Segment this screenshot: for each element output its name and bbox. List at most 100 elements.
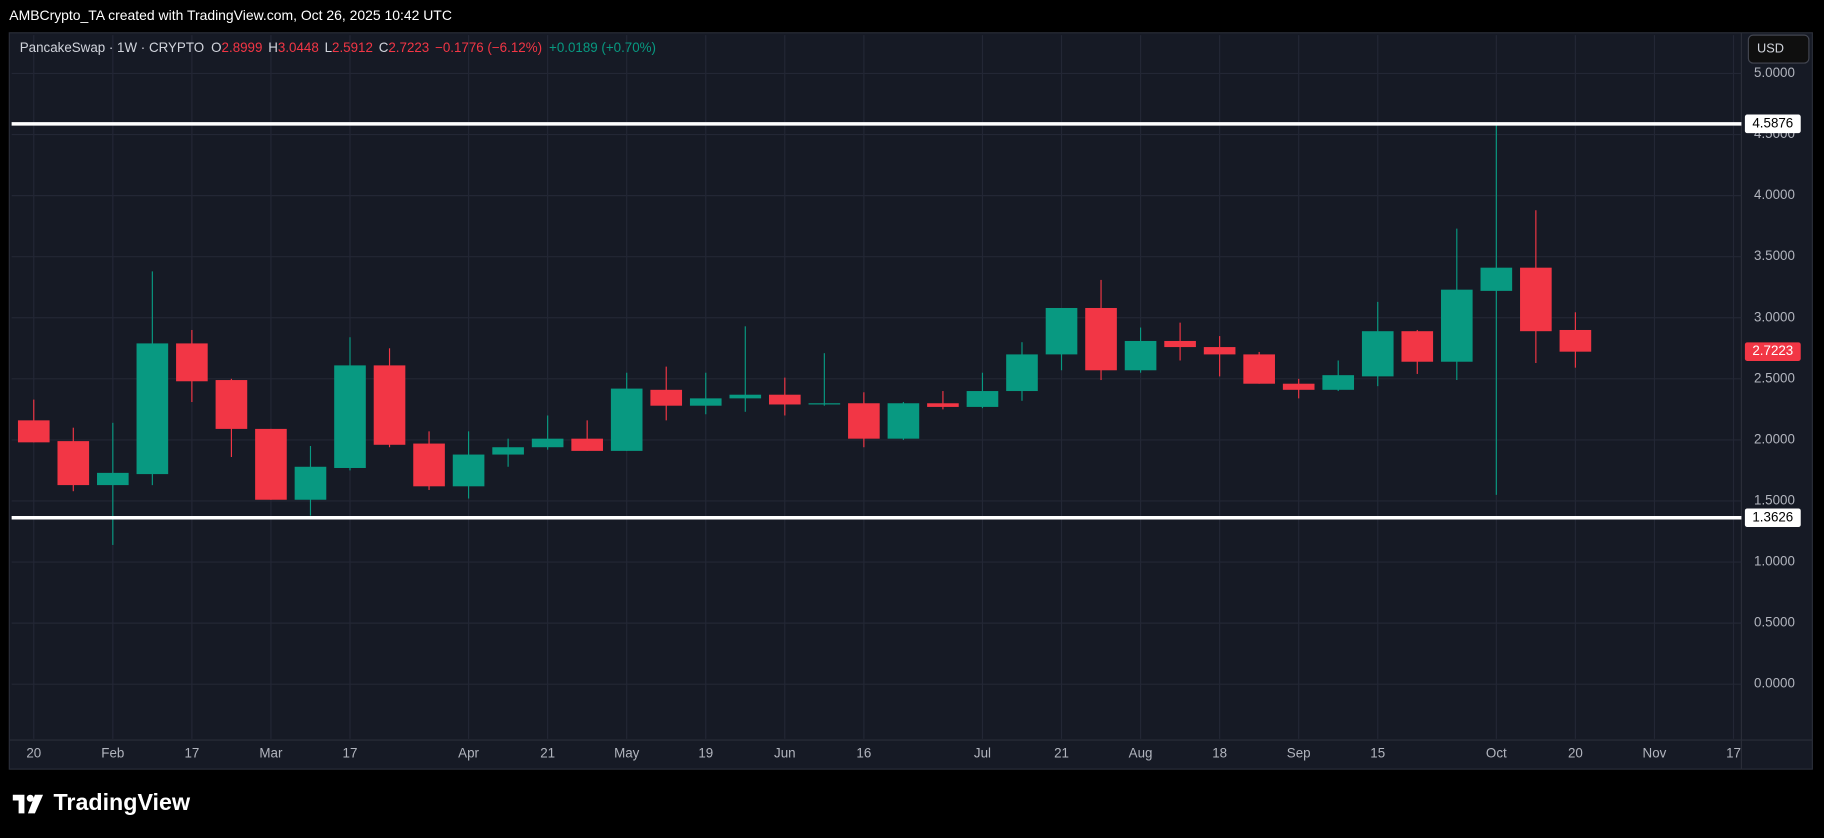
x-tick-label: Sep bbox=[1287, 746, 1311, 761]
extra-change: +0.0189 (+0.70%) bbox=[549, 39, 656, 54]
brand: TradingView bbox=[54, 789, 191, 815]
ohlc-value: 2.8999 bbox=[222, 39, 263, 54]
candle-body bbox=[1203, 347, 1236, 355]
x-tick-label: Oct bbox=[1486, 746, 1507, 761]
candle-body bbox=[1124, 340, 1157, 371]
currency-button[interactable] bbox=[1747, 34, 1810, 64]
candle-body bbox=[848, 403, 880, 439]
x-tick-label: 20 bbox=[26, 746, 41, 761]
ohlc-key: H bbox=[268, 39, 278, 54]
x-tick-label: Apr bbox=[458, 746, 479, 761]
candle-body bbox=[531, 438, 564, 448]
ohlc-key: L bbox=[325, 39, 332, 54]
candle-body bbox=[57, 441, 90, 486]
candle-body bbox=[1164, 340, 1196, 348]
level-label: 1.3626 bbox=[1752, 509, 1793, 524]
chart-panel bbox=[8, 32, 1813, 770]
y-tick-label: 3.5000 bbox=[1754, 248, 1795, 263]
y-tick-label: 2.0000 bbox=[1754, 431, 1795, 446]
plot: 0.0000 0.5000 1.0000 1.5000 2.0000 2.5000 3.00… bbox=[11, 35, 1801, 761]
candle-body bbox=[1361, 331, 1394, 377]
x-tick-label: Nov bbox=[1643, 746, 1667, 761]
ohlc-legend: PancakeSwap · 1W · CRYPTO O2.8999 H3.0448 L… bbox=[20, 39, 656, 54]
x-tick-label: 18 bbox=[1212, 746, 1227, 761]
candle-body bbox=[689, 398, 722, 406]
candle-body bbox=[1322, 375, 1355, 390]
candle-body bbox=[769, 394, 801, 405]
x-tick-label: 15 bbox=[1370, 746, 1385, 761]
y-tick-label: 1.0000 bbox=[1754, 554, 1795, 569]
price-label: 2.7223 bbox=[1752, 343, 1793, 358]
candle-body bbox=[215, 380, 248, 429]
candle-body bbox=[887, 403, 920, 439]
candle-body bbox=[1085, 307, 1117, 371]
candle-body bbox=[1401, 331, 1434, 362]
ohlc-value: 2.7223 bbox=[388, 39, 429, 54]
logo-dot bbox=[26, 794, 34, 802]
candle-body bbox=[452, 454, 485, 487]
ohlc-key: O bbox=[211, 39, 221, 54]
x-tick-label: 17 bbox=[343, 746, 358, 761]
x-tick-label: Feb bbox=[101, 746, 124, 761]
candle-body bbox=[808, 403, 841, 405]
change: −0.1776 (−6.12%) bbox=[435, 39, 542, 54]
candle-body bbox=[97, 472, 129, 486]
candle-body bbox=[492, 447, 524, 455]
candle-body bbox=[1045, 307, 1078, 355]
y-tick-label: 1.5000 bbox=[1754, 492, 1795, 507]
brand-logo bbox=[12, 794, 44, 814]
level-label: 4.5876 bbox=[1752, 115, 1793, 130]
candle-body bbox=[729, 394, 762, 399]
y-tick-label: 4.0000 bbox=[1754, 187, 1795, 202]
candle-body bbox=[17, 420, 50, 443]
y-tick-label: 2.5000 bbox=[1754, 370, 1795, 385]
x-tick-label: Mar bbox=[259, 746, 283, 761]
candle-body bbox=[1243, 354, 1275, 384]
ohlc-key: C bbox=[379, 39, 389, 54]
x-tick-label: 16 bbox=[856, 746, 871, 761]
candle-body bbox=[571, 438, 603, 451]
candle-body bbox=[136, 343, 169, 475]
candle-body bbox=[1282, 383, 1315, 390]
level-label-box bbox=[1744, 114, 1801, 134]
candle-body bbox=[294, 466, 327, 500]
price-label-box bbox=[1744, 342, 1801, 361]
candle-body bbox=[1006, 354, 1038, 392]
candle-body bbox=[650, 389, 683, 406]
y-tick-label: 3.0000 bbox=[1754, 309, 1795, 324]
ohlc-value: 3.0448 bbox=[278, 39, 319, 54]
candle-body bbox=[373, 365, 406, 445]
candle-body bbox=[1520, 267, 1552, 332]
x-tick-label: 17 bbox=[1726, 746, 1741, 761]
candle-body bbox=[1559, 329, 1592, 352]
x-tick-label: Jul bbox=[974, 746, 991, 761]
x-tick-label: 20 bbox=[1568, 746, 1583, 761]
candle-body bbox=[927, 403, 959, 407]
currency-label[interactable]: USD bbox=[1757, 40, 1784, 55]
x-tick-label: May bbox=[614, 746, 640, 761]
candle-body bbox=[334, 365, 366, 468]
logo-slash bbox=[27, 794, 44, 814]
x-tick-label: Aug bbox=[1129, 746, 1153, 761]
candle-body bbox=[255, 428, 287, 500]
y-tick-label: 5.0000 bbox=[1754, 65, 1795, 80]
symbol: PancakeSwap · 1W · CRYPTO bbox=[20, 39, 204, 54]
candle-body bbox=[966, 391, 999, 407]
x-tick-label: 19 bbox=[698, 746, 713, 761]
x-tick-label: 21 bbox=[540, 746, 555, 761]
x-tick-label: Jun bbox=[774, 746, 796, 761]
y-tick-label: 0.5000 bbox=[1754, 615, 1795, 630]
banner: AMBCrypto_TA created with TradingView.co… bbox=[9, 7, 452, 23]
candle-body bbox=[413, 443, 445, 487]
y-tick-label: 0.0000 bbox=[1754, 676, 1795, 691]
candle-body bbox=[1480, 267, 1513, 291]
candle-body bbox=[610, 388, 643, 451]
x-tick-label: 17 bbox=[184, 746, 199, 761]
logo-shape bbox=[12, 794, 25, 814]
candle-body bbox=[176, 343, 208, 382]
ohlc-value: 2.5912 bbox=[332, 39, 373, 54]
level-label-box bbox=[1744, 508, 1801, 528]
candle-body bbox=[1440, 289, 1473, 362]
